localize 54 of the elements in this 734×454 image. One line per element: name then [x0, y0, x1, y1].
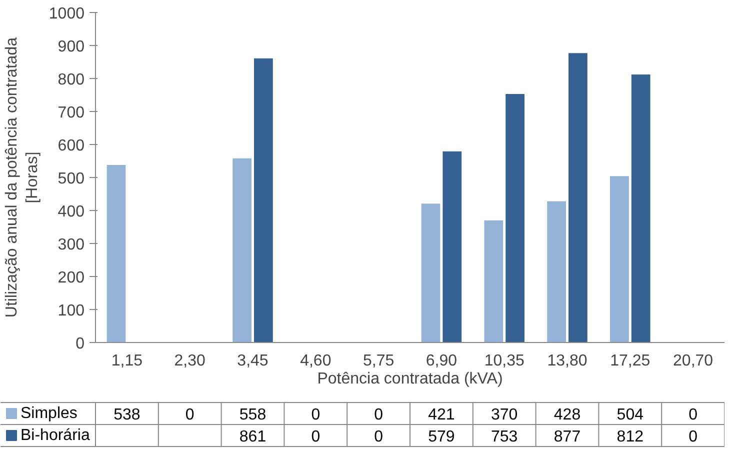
data-label: 538	[114, 406, 140, 424]
x-axis-title: Potência contratada (kVA)	[317, 370, 503, 388]
y-tick-label: 0	[76, 336, 85, 352]
bar	[610, 176, 629, 342]
x-tick-label: 4,60	[300, 352, 332, 370]
bar	[106, 164, 126, 342]
bar	[421, 204, 440, 342]
bar	[568, 53, 588, 342]
x-tick-label: 1,15	[111, 352, 143, 370]
x-tick-label: 5,75	[362, 352, 394, 370]
y-tick-label: 100	[58, 302, 85, 320]
data-label: 0	[185, 406, 194, 424]
y-tick-label: 300	[58, 236, 85, 254]
bar	[631, 74, 650, 342]
bar	[506, 94, 524, 342]
data-label: 421	[428, 406, 455, 424]
data-label: 579	[428, 428, 455, 446]
legend-label: Bi-horária	[20, 427, 90, 444]
y-tick-label: 400	[58, 204, 85, 220]
x-tick-label: 6,90	[426, 352, 458, 370]
x-tick-label: 17,25	[610, 352, 650, 370]
data-label: 558	[239, 406, 266, 424]
data-label: 0	[311, 428, 320, 446]
x-tick-label: 20,70	[673, 352, 714, 370]
y-tick-label: 700	[58, 104, 85, 122]
data-label: 0	[688, 428, 698, 446]
data-label: 753	[491, 428, 518, 446]
y-tick-label: 800	[58, 72, 85, 88]
data-label: 428	[554, 406, 581, 424]
data-label: 0	[374, 406, 384, 424]
x-tick-label: 10,35	[484, 352, 524, 370]
legend-label: Simples	[20, 405, 78, 422]
x-tick-label: 2,30	[174, 352, 206, 370]
y-tick-label: 200	[58, 270, 85, 286]
bar	[547, 201, 566, 342]
data-label: 0	[688, 406, 698, 424]
x-tick-label: 3,45	[237, 352, 268, 370]
data-label: 0	[374, 428, 384, 446]
y-tick-label: 900	[58, 38, 85, 56]
bar	[254, 58, 273, 342]
y-tick-label: 1000	[48, 6, 85, 22]
data-label: 812	[616, 428, 644, 446]
data-label: 0	[311, 406, 320, 424]
x-tick-label: 13,80	[547, 352, 588, 370]
y-tick-label: 600	[58, 138, 85, 154]
bar	[442, 151, 462, 342]
y-axis-title: Utilização anual da potência contratada [Horas]	[4, 37, 41, 318]
data-label: 877	[554, 428, 581, 446]
data-label: 504	[616, 406, 644, 424]
data-label: 370	[491, 406, 518, 424]
y-tick-label: 500	[58, 170, 85, 188]
bar	[232, 158, 252, 342]
data-label: 861	[239, 428, 266, 446]
bar	[484, 220, 504, 342]
